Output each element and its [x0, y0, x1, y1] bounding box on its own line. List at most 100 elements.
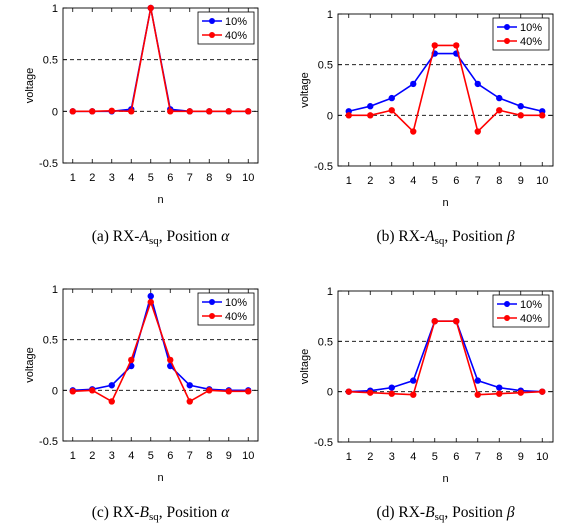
- y-tick-label: 1: [327, 9, 333, 21]
- data-point-40pct: [496, 390, 503, 397]
- x-tick-label: 3: [389, 451, 395, 463]
- x-tick-label: 8: [496, 175, 502, 187]
- legend-box: [197, 11, 255, 45]
- x-tick-label: 8: [496, 451, 502, 463]
- y-tick-label: 0.5: [43, 55, 58, 67]
- data-point-10pct: [367, 103, 374, 110]
- series-line-10pct: [348, 52, 543, 113]
- axes-box: [62, 7, 259, 164]
- data-point-40pct: [453, 318, 460, 325]
- data-point-10pct: [410, 377, 417, 384]
- data-point-40pct: [345, 112, 352, 119]
- x-tick-label: 6: [167, 450, 173, 462]
- legend-label: 10%: [520, 299, 542, 311]
- legend-label: 10%: [225, 297, 247, 309]
- data-point-10pct: [186, 382, 193, 389]
- data-point-40pct: [69, 388, 76, 395]
- data-point-10pct: [108, 382, 115, 389]
- panel-caption: (c) RX-Bsq, Position α: [92, 504, 230, 523]
- x-tick-label: 9: [226, 450, 232, 462]
- x-tick-label: 5: [432, 451, 438, 463]
- y-tick-label: -0.5: [39, 158, 58, 170]
- series-line-10pct: [348, 320, 543, 393]
- x-tick-label: 4: [410, 175, 416, 187]
- y-axis-label: voltage: [299, 72, 311, 107]
- x-tick-label: 4: [410, 451, 416, 463]
- legend: 10%40%: [197, 11, 255, 45]
- data-point-40pct: [206, 387, 213, 394]
- x-tick-label: 5: [148, 172, 154, 184]
- y-tick-label: 0.5: [318, 60, 333, 72]
- x-tick-label: 2: [89, 450, 95, 462]
- data-point-40pct: [245, 388, 252, 395]
- legend-box: [492, 17, 550, 51]
- data-point-40pct: [206, 108, 213, 115]
- x-tick-label: 3: [109, 450, 115, 462]
- data-point-40pct: [89, 387, 96, 394]
- x-tick-label: 1: [346, 451, 352, 463]
- x-tick-label: 7: [475, 451, 481, 463]
- data-point-40pct: [186, 398, 193, 405]
- legend-box: [197, 292, 255, 326]
- data-point-40pct: [108, 398, 115, 405]
- x-tick-label: 3: [109, 172, 115, 184]
- caption-prefix: (c) RX-: [92, 504, 140, 521]
- panel-caption: (b) RX-Asq, Position β: [376, 228, 514, 247]
- data-point-40pct: [517, 389, 524, 396]
- data-point-10pct: [474, 80, 481, 88]
- legend-marker: [209, 313, 215, 319]
- y-tick-label: -0.5: [39, 436, 58, 448]
- x-tick-label: 1: [70, 172, 76, 184]
- data-point-10pct: [147, 292, 154, 300]
- caption-mid: , Position: [159, 228, 221, 245]
- x-tick-label: 2: [367, 451, 373, 463]
- caption-sub: sq: [149, 235, 159, 247]
- data-point-10pct: [474, 377, 481, 384]
- caption-prefix: (b) RX-: [376, 228, 425, 245]
- x-tick-label: 10: [536, 451, 548, 463]
- x-tick-label: 6: [453, 451, 459, 463]
- y-axis-label: voltage: [299, 349, 311, 384]
- x-tick-label: 1: [70, 450, 76, 462]
- caption-pos: β: [506, 228, 515, 245]
- x-tick-label: 8: [206, 450, 212, 462]
- data-point-40pct: [474, 128, 481, 135]
- y-tick-label: 0.5: [43, 335, 58, 347]
- panel-caption: (d) RX-Bsq, Position β: [376, 504, 514, 523]
- data-point-40pct: [453, 42, 460, 49]
- legend-marker: [504, 301, 510, 307]
- series-line-40pct: [72, 301, 249, 403]
- legend-label: 40%: [225, 311, 247, 323]
- legend-marker: [504, 38, 510, 44]
- caption-mid: , Position: [444, 228, 506, 245]
- y-tick-label: 1: [327, 286, 333, 298]
- legend-marker: [209, 32, 215, 38]
- data-point-40pct: [147, 4, 154, 12]
- data-point-40pct: [225, 108, 232, 115]
- series-line-40pct: [348, 44, 543, 133]
- series-line-40pct: [348, 320, 543, 396]
- caption-var: B: [139, 504, 149, 521]
- data-point-40pct: [69, 108, 76, 115]
- data-point-40pct: [245, 108, 252, 115]
- y-axis-label: voltage: [24, 68, 36, 103]
- x-axis-label: n: [157, 472, 163, 484]
- x-tick-label: 4: [128, 172, 134, 184]
- caption-mid: , Position: [444, 504, 506, 521]
- x-tick-label: 9: [518, 175, 524, 187]
- x-axis-label: n: [442, 473, 448, 485]
- x-tick-label: 5: [432, 175, 438, 187]
- data-point-40pct: [410, 391, 417, 398]
- data-point-40pct: [147, 298, 154, 306]
- caption-sub: sq: [435, 511, 445, 523]
- caption-sub: sq: [149, 511, 159, 523]
- data-point-40pct: [108, 107, 115, 115]
- series-line-40pct: [72, 7, 249, 113]
- legend-marker: [504, 24, 510, 30]
- data-point-40pct: [474, 391, 481, 398]
- y-tick-label: -0.5: [314, 437, 333, 449]
- data-point-40pct: [539, 112, 546, 119]
- data-point-40pct: [431, 318, 438, 325]
- caption-var: A: [138, 228, 149, 245]
